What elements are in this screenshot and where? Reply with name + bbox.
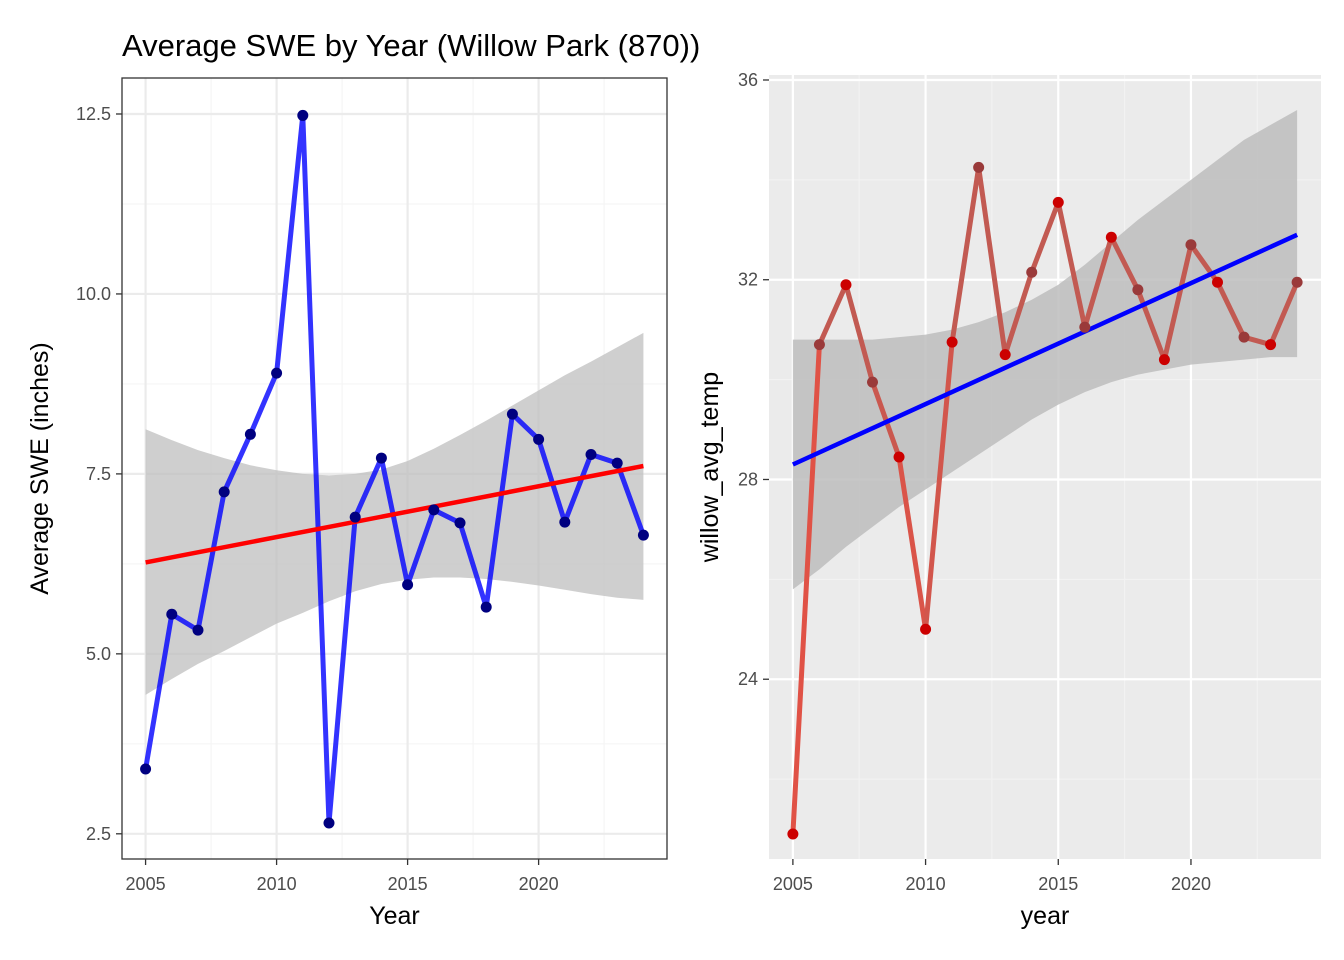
- y-axis-title: Average SWE (inches): [26, 342, 54, 594]
- series-line: [143, 112, 646, 826]
- data-point: [454, 517, 466, 529]
- data-point: [192, 624, 204, 636]
- series-line-segment: [1268, 279, 1300, 348]
- series-line-segment: [1108, 234, 1141, 293]
- x-tick-label: 2020: [519, 874, 559, 894]
- data-point: [813, 339, 825, 351]
- data-point: [611, 457, 623, 469]
- series-line-segment: [1135, 287, 1167, 363]
- data-point: [946, 336, 958, 348]
- series-line-segment: [976, 164, 1008, 358]
- series-line-segment: [1161, 242, 1194, 363]
- x-tick-label: 2010: [906, 874, 946, 894]
- data-point: [402, 579, 414, 591]
- x-tick-label: 2015: [388, 874, 428, 894]
- data-point: [637, 529, 649, 541]
- data-point: [506, 408, 518, 420]
- series-line-segment: [1215, 279, 1247, 340]
- data-point: [166, 608, 178, 620]
- data-point: [585, 448, 597, 460]
- swe-panel: 2005 2010 2015 2020 2.5 5.0 7.5 10.0 12.5 Year Ave…: [26, 77, 668, 930]
- data-point: [244, 428, 256, 440]
- y-tick-label: 12.5: [76, 104, 111, 124]
- data-point: [559, 516, 571, 528]
- data-point: [1185, 239, 1197, 251]
- series-line-segment: [843, 282, 875, 385]
- x-tick-label: 2010: [257, 874, 297, 894]
- data-point: [840, 279, 852, 291]
- data-point: [973, 161, 985, 173]
- data-point: [1026, 266, 1038, 278]
- data-point: [218, 486, 230, 498]
- data-point: [787, 828, 799, 840]
- data-point: [297, 109, 309, 121]
- trend-line: [791, 232, 1299, 467]
- series-line-segment: [816, 282, 849, 348]
- y-tick-label: 2.5: [86, 824, 111, 844]
- trend-line: [145, 463, 644, 565]
- x-tick-label: 2020: [1171, 874, 1211, 894]
- x-axis-title: year: [1021, 902, 1070, 930]
- data-point: [1105, 231, 1117, 243]
- x-tick-label: 2015: [1038, 874, 1078, 894]
- series-line-segment: [949, 164, 982, 345]
- temp-panel: 2005 2010 2015 2020 24 28 32 36 year willow_avg_t…: [696, 70, 1321, 930]
- data-point: [1158, 354, 1170, 366]
- figure-title: Average SWE by Year (Willow Park (870)): [122, 28, 700, 63]
- data-point: [893, 451, 905, 463]
- y-tick-label: 5.0: [86, 644, 111, 664]
- data-point: [1212, 276, 1223, 288]
- panel-border: [121, 77, 668, 860]
- data-point: [1238, 331, 1250, 343]
- series-line-segment: [870, 379, 902, 460]
- data-point: [1265, 339, 1277, 351]
- y-tick-label: 10.0: [76, 284, 111, 304]
- series-line-segment: [896, 454, 929, 632]
- y-tick-label: 28: [738, 469, 758, 489]
- x-tick-label: 2005: [773, 874, 813, 894]
- series-line-segment: [1029, 199, 1061, 275]
- series-line-segment: [1002, 269, 1035, 358]
- series-line-segment: [1188, 242, 1220, 285]
- series-line-segment: [923, 339, 955, 632]
- data-point: [920, 623, 932, 635]
- y-tick-label: 36: [738, 70, 758, 90]
- data-point: [480, 601, 492, 613]
- data-point: [1132, 284, 1144, 296]
- x-axis-title: Year: [369, 902, 420, 930]
- y-axis-title: willow_avg_temp: [696, 372, 724, 563]
- data-point: [1291, 276, 1303, 288]
- data-point: [1079, 321, 1091, 333]
- data-point: [1052, 196, 1064, 208]
- series-line-segment: [790, 342, 822, 837]
- data-point: [323, 817, 335, 829]
- series-line-segment: [1082, 234, 1114, 330]
- series-line-segment: [1055, 199, 1088, 330]
- data-point: [375, 452, 387, 464]
- data-point: [867, 376, 878, 388]
- data-point: [533, 433, 545, 445]
- x-tick-label: 2005: [126, 874, 166, 894]
- data-point: [349, 511, 361, 523]
- data-point: [999, 349, 1011, 361]
- y-tick-label: 24: [738, 669, 758, 689]
- data-point: [428, 504, 440, 516]
- data-point: [140, 763, 152, 775]
- data-point: [271, 367, 283, 379]
- y-tick-label: 7.5: [86, 464, 111, 484]
- y-tick-label: 32: [738, 270, 758, 290]
